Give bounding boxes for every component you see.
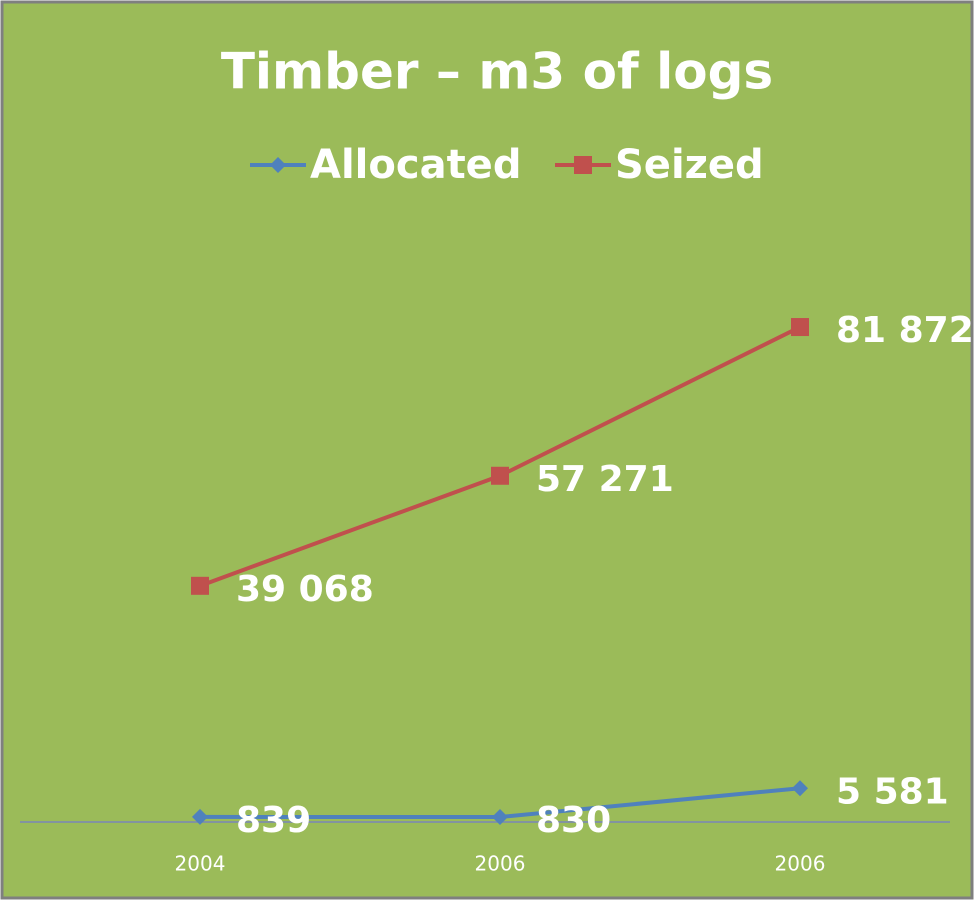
marker	[192, 808, 208, 825]
data-label: 57 271	[536, 459, 674, 500]
marker	[491, 466, 509, 485]
marker	[574, 156, 592, 174]
x-tick-label: 2004	[175, 852, 226, 876]
data-label: 5 581	[836, 771, 949, 812]
marker	[492, 808, 508, 825]
marker	[792, 780, 808, 797]
marker	[270, 157, 286, 173]
x-tick-label: 2006	[775, 852, 826, 876]
data-label: 39 068	[236, 569, 374, 610]
data-label: 830	[536, 800, 611, 841]
marker	[191, 576, 209, 595]
x-tick-label: 2006	[475, 852, 526, 876]
data-label: 839	[236, 800, 311, 841]
chart-title: Timber – m3 of logs	[221, 43, 773, 101]
data-label: 81 872	[836, 310, 974, 351]
marker	[791, 318, 809, 337]
legend-label: Allocated	[310, 142, 521, 188]
legend-label: Seized	[615, 142, 764, 188]
